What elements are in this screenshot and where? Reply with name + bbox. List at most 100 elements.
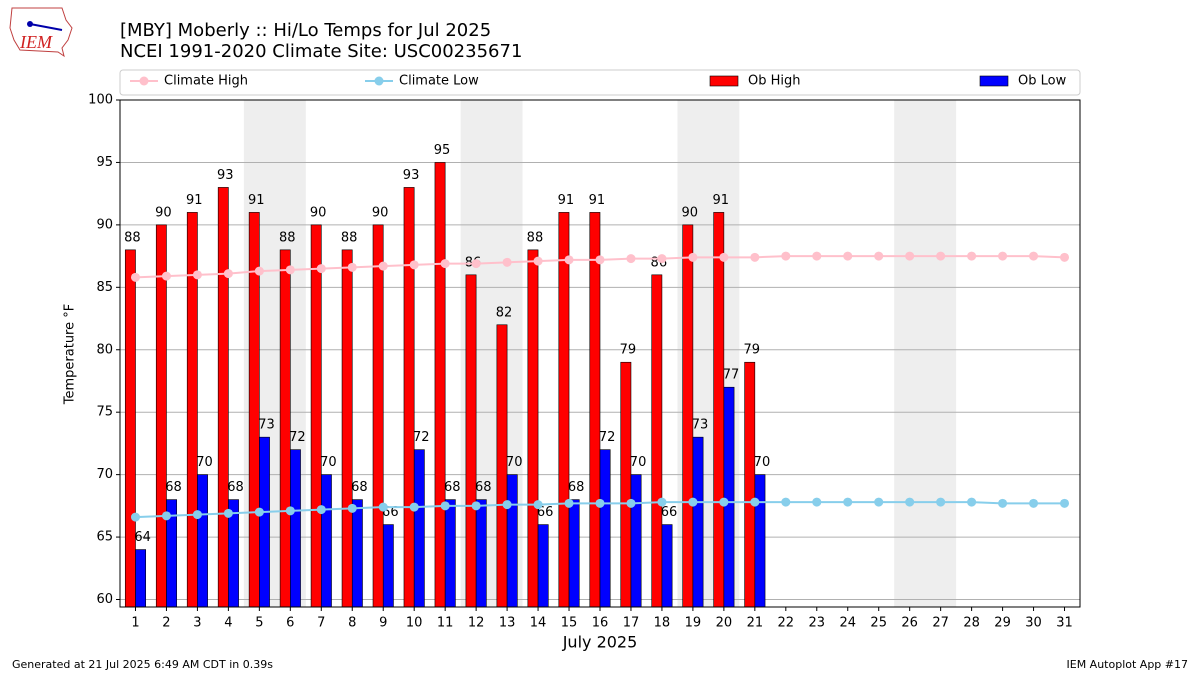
legend-label: Ob High — [748, 74, 801, 89]
bar — [310, 224, 322, 608]
x-tick-label: 21 — [747, 616, 764, 631]
bar — [599, 449, 611, 608]
marker — [905, 251, 915, 261]
bar — [527, 249, 539, 608]
bar — [651, 274, 663, 608]
bar — [372, 224, 384, 608]
legend-swatch — [979, 75, 1009, 87]
marker — [874, 497, 884, 507]
x-tick-label: 29 — [994, 616, 1011, 631]
bar — [558, 212, 570, 608]
chart-title: [MBY] Moberly :: Hi/Lo Temps for Jul 202… — [120, 20, 491, 41]
value-label: 90 — [310, 205, 327, 220]
footer-left: Generated at 21 Jul 2025 6:49 AM CDT in … — [12, 658, 273, 671]
marker — [688, 497, 698, 507]
value-label: 88 — [341, 230, 358, 245]
marker — [223, 269, 233, 279]
value-label: 88 — [279, 230, 296, 245]
value-label: 90 — [372, 205, 389, 220]
marker — [130, 512, 140, 522]
x-tick-label: 28 — [963, 616, 980, 631]
bar — [351, 499, 363, 608]
marker — [378, 502, 388, 512]
value-label: 72 — [289, 430, 306, 445]
x-tick-label: 24 — [839, 616, 856, 631]
value-label: 90 — [682, 205, 699, 220]
value-label: 68 — [444, 480, 461, 495]
value-label: 90 — [155, 205, 172, 220]
marker — [533, 500, 543, 510]
bar — [661, 524, 673, 608]
marker — [564, 498, 574, 508]
value-label: 91 — [186, 193, 203, 208]
marker — [378, 261, 388, 271]
y-tick-label: 90 — [96, 217, 113, 232]
bar — [444, 499, 456, 608]
value-label: 72 — [599, 430, 616, 445]
marker — [316, 505, 326, 515]
marker — [812, 251, 822, 261]
bar — [713, 212, 725, 608]
x-tick-label: 23 — [809, 616, 826, 631]
value-label: 72 — [413, 430, 430, 445]
x-tick-label: 19 — [685, 616, 702, 631]
bar — [217, 187, 229, 608]
marker — [781, 497, 791, 507]
marker — [223, 508, 233, 518]
bar — [341, 249, 353, 608]
bar — [135, 549, 147, 608]
marker — [192, 270, 202, 280]
marker — [936, 251, 946, 261]
marker — [502, 257, 512, 267]
value-label: 73 — [258, 418, 275, 433]
bar — [754, 474, 766, 608]
value-label: 79 — [743, 343, 760, 358]
bar — [682, 224, 694, 608]
x-tick-label: 27 — [932, 616, 949, 631]
y-tick-label: 60 — [96, 592, 113, 607]
value-label: 82 — [496, 305, 513, 320]
value-label: 66 — [537, 505, 554, 520]
chart-subtitle: NCEI 1991-2020 Climate Site: USC00235671 — [120, 41, 522, 62]
bar — [259, 436, 270, 608]
bar — [475, 499, 487, 608]
bar — [723, 386, 735, 608]
y-tick-label: 95 — [96, 155, 113, 170]
x-tick-label: 14 — [530, 616, 547, 631]
bar — [692, 436, 704, 608]
legend-item: Ob Low — [979, 74, 1067, 89]
marker — [595, 498, 605, 508]
legend-label: Climate Low — [399, 74, 479, 89]
value-label: 91 — [589, 193, 606, 208]
x-tick-label: 13 — [499, 616, 516, 631]
marker — [1029, 498, 1039, 508]
marker — [781, 251, 791, 261]
x-tick-label: 8 — [348, 616, 356, 631]
value-label: 70 — [630, 455, 647, 470]
marker — [626, 254, 636, 264]
x-tick-label: 11 — [437, 616, 454, 631]
marker — [347, 262, 357, 272]
weekend-shade — [894, 100, 957, 607]
marker — [285, 506, 295, 516]
value-label: 91 — [712, 193, 729, 208]
x-tick-label: 15 — [561, 616, 578, 631]
bar — [465, 274, 477, 608]
x-tick-label: 2 — [162, 616, 170, 631]
y-tick-label: 70 — [96, 467, 113, 482]
marker — [130, 272, 140, 282]
bar — [279, 249, 291, 608]
x-tick-label: 17 — [623, 616, 640, 631]
marker — [502, 500, 512, 510]
marker — [192, 510, 202, 520]
marker — [254, 507, 264, 517]
marker — [874, 251, 884, 261]
logo-text: IEM — [19, 32, 53, 52]
bar — [506, 474, 518, 608]
legend-label: Ob Low — [1018, 74, 1067, 89]
legend-swatch — [709, 75, 739, 87]
marker — [843, 251, 853, 261]
x-tick-label: 1 — [131, 616, 139, 631]
value-label: 68 — [568, 480, 585, 495]
